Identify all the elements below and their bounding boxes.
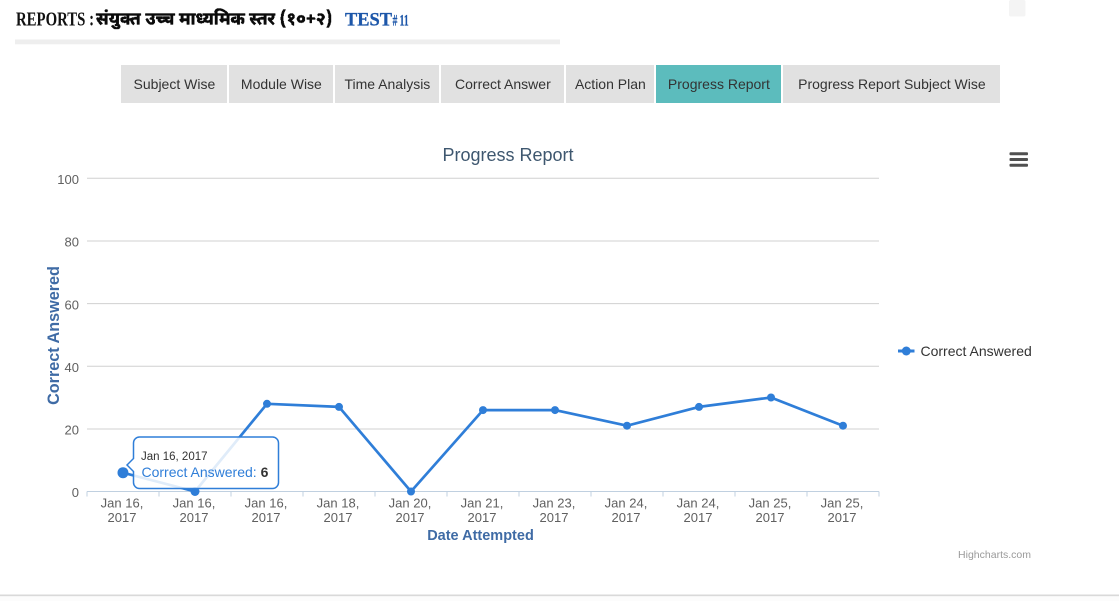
svg-text:2017: 2017 bbox=[180, 510, 209, 525]
svg-text:Jan 20,: Jan 20, bbox=[389, 496, 432, 511]
svg-text:0: 0 bbox=[72, 485, 79, 500]
svg-text:2017: 2017 bbox=[324, 510, 353, 525]
svg-text:20: 20 bbox=[65, 423, 79, 438]
svg-text:60: 60 bbox=[65, 297, 79, 312]
svg-text:2017: 2017 bbox=[828, 510, 857, 525]
svg-text:Correct Answered: Correct Answered bbox=[45, 266, 63, 405]
svg-text:Jan 24,: Jan 24, bbox=[677, 496, 720, 511]
svg-text:Jan 16,: Jan 16, bbox=[173, 496, 216, 511]
svg-text:2017: 2017 bbox=[252, 510, 281, 525]
svg-text:2017: 2017 bbox=[108, 510, 137, 525]
svg-text:TEST: TEST bbox=[345, 10, 392, 31]
svg-text:Date Attempted: Date Attempted bbox=[427, 528, 534, 544]
svg-text:Highcharts.com: Highcharts.com bbox=[958, 549, 1031, 561]
svg-text:Jan 21,: Jan 21, bbox=[461, 496, 504, 511]
svg-text:Jan 23,: Jan 23, bbox=[533, 496, 576, 511]
svg-text:Correct Answered: 6: Correct Answered: 6 bbox=[142, 464, 269, 480]
svg-text:2017: 2017 bbox=[540, 510, 569, 525]
svg-text:2017: 2017 bbox=[612, 510, 641, 525]
svg-text:Jan 24,: Jan 24, bbox=[605, 496, 648, 511]
svg-text:# 11: # 11 bbox=[393, 12, 409, 29]
svg-text:100: 100 bbox=[57, 172, 79, 187]
svg-text:Jan 25,: Jan 25, bbox=[821, 496, 864, 511]
svg-text:Jan 16,: Jan 16, bbox=[245, 496, 288, 511]
svg-text:Jan 25,: Jan 25, bbox=[749, 496, 792, 511]
svg-text:2017: 2017 bbox=[396, 510, 425, 525]
svg-text:Jan 18,: Jan 18, bbox=[317, 496, 360, 511]
svg-text:REPORTS :: REPORTS : bbox=[16, 10, 94, 31]
svg-text:40: 40 bbox=[65, 360, 79, 375]
svg-text:Jan 16, 2017: Jan 16, 2017 bbox=[141, 451, 208, 463]
svg-text:2017: 2017 bbox=[468, 510, 497, 525]
svg-text:2017: 2017 bbox=[684, 510, 713, 525]
svg-text:2017: 2017 bbox=[756, 510, 785, 525]
svg-text:80: 80 bbox=[65, 235, 79, 250]
svg-text:Jan 16,: Jan 16, bbox=[101, 496, 144, 511]
svg-text:Progress Report: Progress Report bbox=[442, 145, 573, 165]
svg-text:Correct Answered: Correct Answered bbox=[921, 343, 1032, 359]
